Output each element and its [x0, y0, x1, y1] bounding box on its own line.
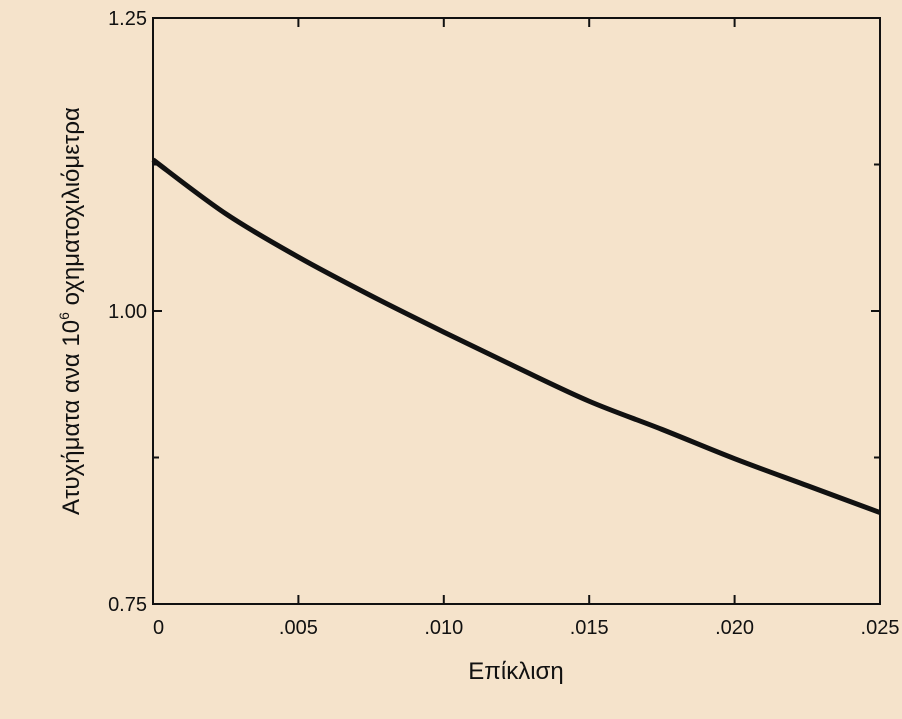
series [151, 157, 881, 515]
y-tick-label: 0.75 [108, 594, 147, 616]
ticks: 0 .005 .010 .015 .020 .025 0.75 1.00 1.25 [108, 8, 899, 639]
x-tick-label: .015 [570, 617, 609, 639]
y-tick-label: 1.00 [108, 301, 147, 323]
y-axis-label-main: Ατυχήματα ανα 10 [58, 320, 85, 515]
y-axis-label: Ατυχήματα ανα 106 οχηματοχιλιόμετρα [56, 107, 85, 515]
axes [152, 17, 881, 605]
plot-frame [152, 17, 881, 605]
x-tick-label: .005 [279, 617, 318, 639]
x-tick-label: .020 [715, 617, 754, 639]
x-axis-label: Επίκλιση [468, 658, 563, 685]
y-axis-label-rest: οχηματοχιλιόμετρα [58, 107, 85, 312]
y-axis-label-superscript: 6 [56, 312, 72, 320]
x-tick-label: 0 [153, 617, 164, 639]
x-tick-label: .025 [861, 617, 900, 639]
y-tick-label: 1.25 [108, 8, 147, 30]
x-tick-label: .010 [424, 617, 463, 639]
series-line [151, 157, 881, 515]
